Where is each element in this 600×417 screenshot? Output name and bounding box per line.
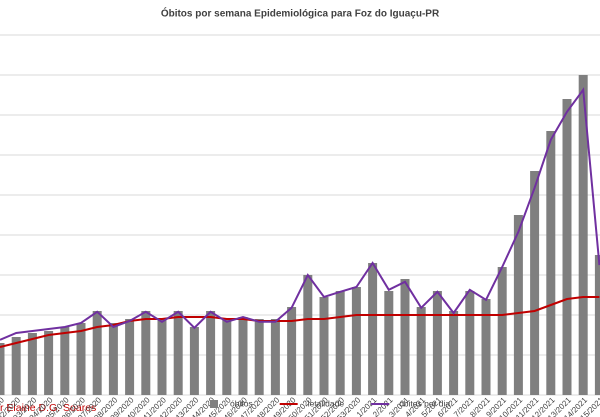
- bar: [497, 267, 507, 395]
- bar: [92, 311, 102, 395]
- bar: [594, 255, 600, 395]
- bar: [222, 319, 232, 395]
- bar: [27, 333, 37, 395]
- legend-label: óbitos: [230, 398, 253, 408]
- bar: [108, 323, 118, 395]
- line: [0, 296, 600, 348]
- bar: [351, 287, 361, 395]
- bar: [11, 337, 21, 395]
- bar: [562, 99, 572, 395]
- bar: [416, 307, 426, 395]
- bar: [189, 327, 199, 395]
- bar: [513, 215, 523, 395]
- bar: [432, 291, 442, 395]
- chart-title: Óbitos por semana Epidemiológica para Fo…: [161, 7, 440, 20]
- bar: [238, 317, 248, 395]
- legend-swatch: [210, 400, 218, 408]
- bar: [384, 291, 394, 395]
- bar: [546, 131, 556, 395]
- bar: [270, 319, 280, 395]
- bar: [287, 307, 297, 395]
- bar: [125, 319, 135, 395]
- bar: [335, 291, 345, 395]
- bar: [141, 311, 151, 395]
- bar: [530, 171, 540, 395]
- bar: [254, 319, 264, 395]
- legend-label: letalidade: [308, 398, 345, 408]
- bar: [578, 75, 588, 395]
- bar: [400, 279, 410, 395]
- bar: [0, 343, 5, 395]
- bar: [44, 331, 54, 395]
- line: [0, 87, 600, 341]
- bar: [481, 299, 491, 395]
- bar: [173, 311, 183, 395]
- bar: [368, 263, 378, 395]
- author: r Elaine D.G. Soares: [0, 402, 96, 414]
- bar: [157, 319, 167, 395]
- legend-label: óbitos por dia: [399, 398, 450, 408]
- bar: [60, 327, 70, 395]
- bar: [465, 291, 475, 395]
- bar: [319, 297, 329, 395]
- bar: [76, 323, 86, 395]
- bar: [303, 275, 313, 395]
- bar: [206, 311, 216, 395]
- bar: [449, 311, 459, 395]
